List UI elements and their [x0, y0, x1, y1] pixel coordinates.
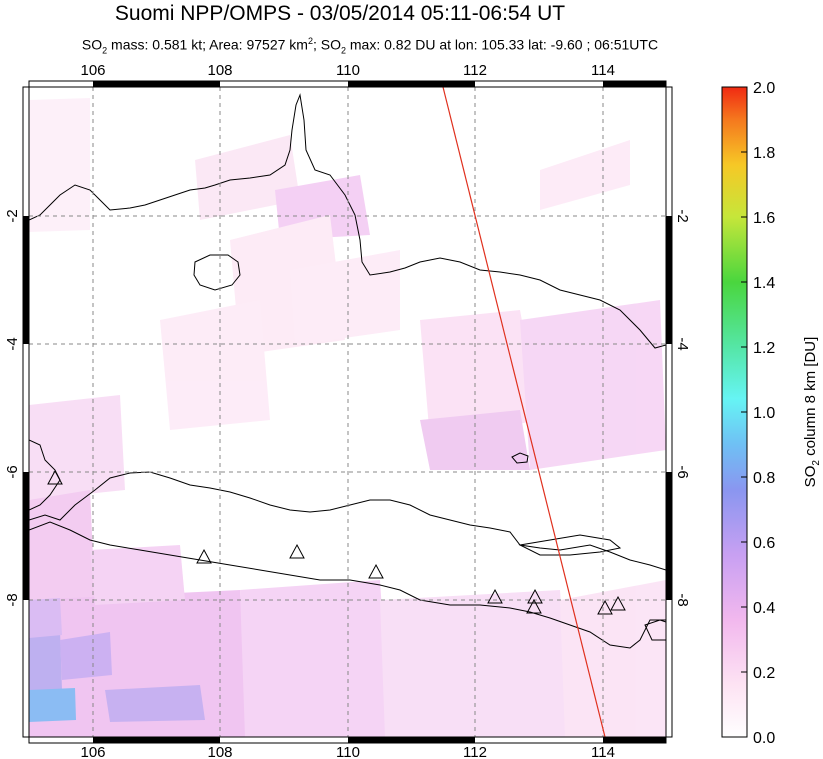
- coastline-belitung: [193, 254, 241, 291]
- lat-tick-label: -6: [674, 465, 691, 478]
- triangle-icon: [368, 563, 384, 579]
- coastline-java: [29, 471, 666, 649]
- colorbar-tick-label: 1.0: [753, 405, 775, 422]
- colorbar-tick-label: 2.0: [753, 80, 775, 97]
- colorbar-tick-label: 0.8: [753, 470, 775, 487]
- triangle-icon: [289, 543, 305, 559]
- triangle-icon: [610, 595, 626, 611]
- volcano-markers: [47, 469, 626, 615]
- lon-tick-label: 112: [463, 62, 487, 79]
- lon-tick-label: 112: [463, 744, 487, 759]
- colorbar-tick-label: 0.0: [753, 730, 775, 747]
- colorbar-tick-label: 1.2: [753, 340, 775, 357]
- triangle-icon: [47, 469, 63, 485]
- map-frame: [22, 80, 673, 744]
- lat-tick-label: -2: [674, 209, 691, 222]
- orbit-track-line: [442, 86, 606, 738]
- triangle-icon: [527, 588, 543, 604]
- triangle-icon: [196, 548, 212, 564]
- page-title: Suomi NPP/OMPS - 03/05/2014 05:11-06:54 …: [114, 2, 566, 25]
- triangle-icon: [487, 588, 503, 604]
- lon-tick-label: 114: [591, 62, 615, 79]
- colorbar-tick-label: 1.6: [753, 210, 775, 227]
- subtitle: SO2 mass: 0.581 kt; Area: 97527 km2; SO2…: [81, 36, 659, 56]
- lat-tick-label: -8: [674, 593, 691, 606]
- lon-tick-label: 108: [207, 744, 232, 759]
- triangle-icon: [597, 599, 613, 615]
- lon-labels-bottom: 106 108 110 112 114: [80, 744, 614, 759]
- coastline-bali: [644, 619, 666, 641]
- colorbar: 2.0 1.8 1.6 1.4 1.2 1.0 0.8 0.6 0.4 0.2 …: [721, 80, 822, 747]
- lon-tick-label: 110: [336, 62, 360, 79]
- lon-tick-label: 110: [336, 744, 360, 759]
- coastline-bawean: [511, 452, 529, 464]
- lon-tick-label: 106: [80, 744, 105, 759]
- lon-labels-top: 106 108 110 112 114: [80, 62, 614, 79]
- lon-tick-label: 114: [591, 744, 615, 759]
- lat-tick-label: -4: [4, 337, 21, 350]
- colorbar-tick-label: 0.4: [753, 600, 775, 617]
- lon-tick-label: 106: [80, 62, 105, 79]
- colorbar-label: SO2 column 8 km [DU]: [802, 337, 822, 488]
- lat-labels-left: -2 -4 -6 -8: [4, 209, 21, 606]
- lat-tick-label: -4: [674, 337, 691, 350]
- lat-tick-label: -8: [4, 593, 21, 606]
- map-plot-area: [29, 87, 666, 737]
- coastline-borneo: [29, 93, 666, 349]
- colorbar-tick-label: 0.6: [753, 535, 775, 552]
- colorbar-tick-label: 0.2: [753, 665, 775, 682]
- graticule: [29, 87, 666, 737]
- triangle-icon: [526, 598, 542, 614]
- lat-tick-label: -2: [4, 209, 21, 222]
- coastline-madura: [518, 534, 622, 556]
- colorbar-tick-label: 1.8: [753, 145, 775, 162]
- lat-labels-right: -2 -4 -6 -8: [674, 209, 691, 606]
- lon-tick-label: 108: [207, 62, 232, 79]
- so2-pixels: [29, 98, 666, 737]
- lat-tick-label: -6: [4, 465, 21, 478]
- colorbar-tick-label: 1.4: [753, 275, 775, 292]
